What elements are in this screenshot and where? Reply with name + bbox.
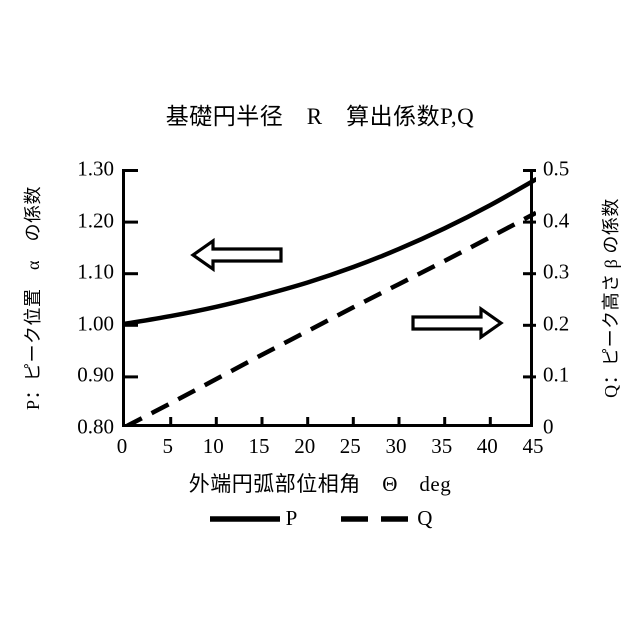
right-axis-tick-label: 0.2	[543, 311, 603, 336]
legend-item-q: Q	[339, 508, 432, 529]
arrow-right-icon	[413, 309, 501, 337]
left-axis-tick-label: 0.90	[48, 363, 114, 388]
right-axis-tick-label: 0.4	[543, 208, 603, 233]
x-axis-ticks	[171, 417, 491, 427]
legend-label-q: Q	[417, 508, 432, 529]
left-axis-tick-label: 1.00	[48, 311, 114, 336]
series-line-P	[125, 179, 536, 323]
plot-canvas	[125, 169, 536, 427]
legend-swatch-solid-icon	[208, 513, 282, 525]
legend-swatch-dashed-icon	[339, 513, 413, 525]
x-axis-tick-label: 45	[513, 434, 553, 459]
right-axis-tick-label: 0.5	[543, 157, 603, 182]
x-axis-tick-label: 20	[285, 434, 325, 459]
x-axis-tick-label: 35	[422, 434, 462, 459]
left-axis-title: P：ピーク位置 α の係数	[19, 186, 45, 410]
arrow-left-icon	[193, 241, 281, 269]
plot-area	[122, 169, 533, 427]
legend-label-p: P	[286, 508, 298, 529]
left-axis-tick-label: 1.10	[48, 260, 114, 285]
chart-title: 基礎円半径 R 算出係数P,Q	[0, 104, 640, 129]
chart-figure: 基礎円半径 R 算出係数P,Q P：ピーク位置 α の係数 Q：ピーク高さ β …	[0, 0, 640, 640]
x-axis-tick-label: 0	[102, 434, 142, 459]
x-axis-tick-label: 40	[467, 434, 507, 459]
x-axis-tick-label: 25	[330, 434, 370, 459]
x-axis-tick-label: 5	[148, 434, 188, 459]
legend-item-p: P	[208, 508, 298, 529]
left-axis-tick-label: 1.30	[48, 157, 114, 182]
x-axis-tick-label: 10	[193, 434, 233, 459]
left-axis-ticks	[125, 171, 138, 377]
right-axis-tick-label: 0.3	[543, 260, 603, 285]
x-axis-title: 外端円弧部位相角 Θ deg	[0, 468, 640, 498]
right-axis-ticks	[523, 171, 536, 377]
chart-legend: P Q	[0, 508, 640, 529]
right-axis-tick-label: 0.1	[543, 363, 603, 388]
x-axis-tick-label: 30	[376, 434, 416, 459]
left-axis-tick-label: 1.20	[48, 208, 114, 233]
x-axis-tick-label: 15	[239, 434, 279, 459]
